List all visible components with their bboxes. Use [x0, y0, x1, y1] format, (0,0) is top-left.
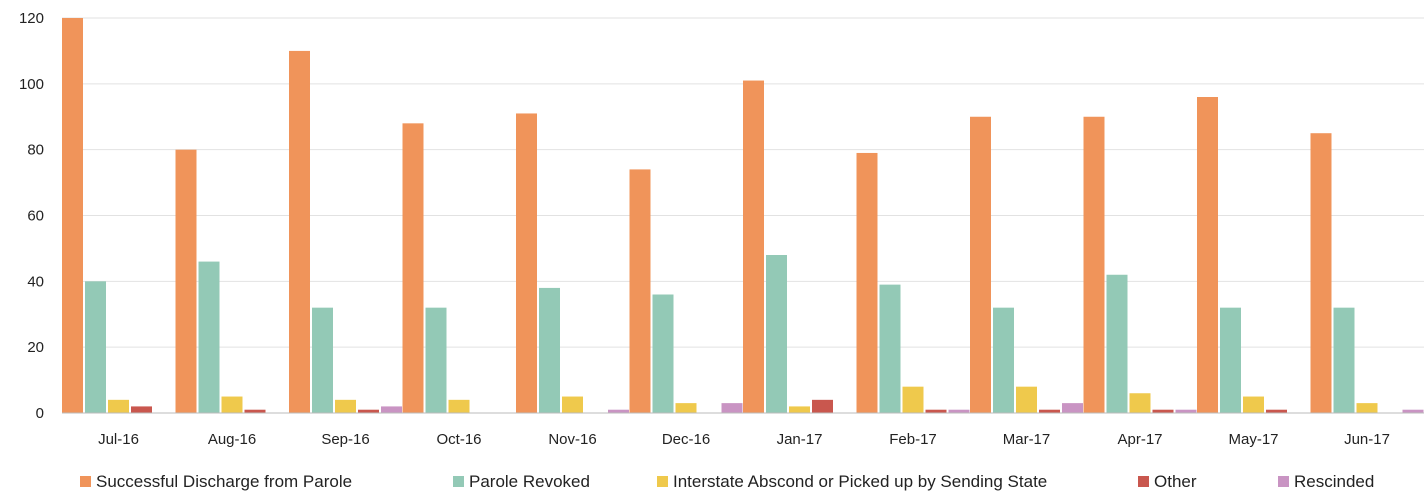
x-tick-label: Oct-16	[436, 431, 481, 448]
bar-successful-discharge-from-parole-jul-16	[62, 18, 83, 413]
bar-parole-revoked-feb-17	[879, 284, 901, 413]
bar-interstate-abscond-or-picked-up-by-sending-state-may-17	[1243, 396, 1264, 413]
x-tick-label: Dec-16	[662, 431, 710, 448]
bar-successful-discharge-from-parole-feb-17	[856, 152, 878, 414]
x-tick-label: May-17	[1228, 431, 1278, 448]
legend-swatch	[80, 476, 91, 487]
bar-successful-discharge-from-parole-dec-16	[629, 169, 651, 413]
bar-parole-revoked-mar-17	[993, 307, 1014, 413]
bar-parole-revoked-jan-17	[766, 255, 787, 413]
legend: Successful Discharge from Parole Parole R…	[80, 472, 1374, 491]
x-tick-label: Jan-17	[777, 431, 823, 448]
x-tick-label: Jul-16	[98, 431, 139, 448]
bar-successful-discharge-from-parole-jun-17	[1310, 133, 1332, 414]
bar-successful-discharge-from-parole-aug-16	[175, 149, 197, 413]
bar-other-sep-16	[358, 409, 379, 413]
bar-interstate-abscond-or-picked-up-by-sending-state-apr-17	[1129, 393, 1151, 413]
bar-rescinded-dec-16	[721, 403, 743, 413]
bar-other-feb-17	[925, 409, 947, 413]
bar-interstate-abscond-or-picked-up-by-sending-state-oct-16	[448, 399, 470, 413]
x-axis-tick-labels: Jul-16 Aug-16 Sep-16 Oct-16 Nov-16 Dec-16 Jan-…	[98, 431, 1390, 448]
bar-successful-discharge-from-parole-mar-17	[970, 116, 991, 413]
bar-successful-discharge-from-parole-apr-17	[1083, 116, 1105, 413]
bar-interstate-abscond-or-picked-up-by-sending-state-jun-17	[1356, 403, 1378, 413]
legend-swatch	[453, 476, 464, 487]
bar-parole-revoked-sep-16	[312, 307, 333, 413]
bar-other-mar-17	[1039, 409, 1060, 413]
bar-parole-revoked-aug-16	[198, 261, 220, 413]
y-tick-label: 40	[27, 273, 44, 290]
y-tick-label: 20	[27, 339, 44, 356]
bar-interstate-abscond-or-picked-up-by-sending-state-sep-16	[335, 399, 356, 413]
y-tick-label: 80	[27, 142, 44, 159]
legend-label: Rescinded	[1294, 472, 1374, 491]
legend-label: Interstate Abscond or Picked up by Sendi…	[673, 472, 1047, 491]
bar-interstate-abscond-or-picked-up-by-sending-state-mar-17	[1016, 386, 1037, 413]
bar-parole-revoked-nov-16	[539, 287, 560, 413]
y-tick-label: 60	[27, 208, 44, 225]
legend-swatch	[657, 476, 668, 487]
x-tick-label: Jun-17	[1344, 431, 1390, 448]
legend-swatch	[1278, 476, 1289, 487]
bar-rescinded-sep-16	[381, 406, 402, 413]
bar-interstate-abscond-or-picked-up-by-sending-state-dec-16	[675, 403, 697, 413]
bar-other-jan-17	[812, 399, 833, 413]
bar-parole-revoked-apr-17	[1106, 274, 1128, 413]
bar-rescinded-apr-17	[1175, 409, 1197, 413]
legend-label: Other	[1154, 472, 1197, 491]
x-tick-label: Sep-16	[321, 431, 369, 448]
bar-rescinded-feb-17	[948, 409, 970, 413]
bar-parole-revoked-dec-16	[652, 294, 674, 413]
y-tick-label: 100	[19, 76, 44, 93]
bar-other-apr-17	[1152, 409, 1174, 413]
bar-successful-discharge-from-parole-oct-16	[402, 123, 424, 413]
x-tick-label: Mar-17	[1003, 431, 1051, 448]
bar-parole-revoked-oct-16	[425, 307, 447, 413]
y-axis-tick-labels: 0 20 40 60 80 100 120	[19, 10, 44, 422]
bar-interstate-abscond-or-picked-up-by-sending-state-jan-17	[789, 406, 810, 413]
bar-parole-revoked-jun-17	[1333, 307, 1355, 413]
bar-successful-discharge-from-parole-jan-17	[743, 80, 764, 414]
legend-swatch	[1138, 476, 1149, 487]
bar-interstate-abscond-or-picked-up-by-sending-state-feb-17	[902, 386, 924, 413]
bar-other-aug-16	[244, 409, 266, 413]
x-tick-label: Nov-16	[548, 431, 596, 448]
x-tick-label: Aug-16	[208, 431, 256, 448]
bar-successful-discharge-from-parole-nov-16	[516, 113, 537, 413]
y-tick-label: 0	[36, 405, 44, 422]
bar-interstate-abscond-or-picked-up-by-sending-state-jul-16	[108, 399, 129, 413]
y-tick-label: 120	[19, 10, 44, 27]
bars	[62, 18, 1424, 414]
bar-rescinded-mar-17	[1062, 403, 1083, 413]
bar-rescinded-jun-17	[1402, 409, 1424, 413]
bar-other-may-17	[1266, 409, 1287, 413]
bar-interstate-abscond-or-picked-up-by-sending-state-nov-16	[562, 396, 583, 413]
bar-interstate-abscond-or-picked-up-by-sending-state-aug-16	[221, 396, 243, 413]
bar-parole-revoked-may-17	[1220, 307, 1241, 413]
x-tick-label: Apr-17	[1117, 431, 1162, 448]
legend-label: Successful Discharge from Parole	[96, 472, 352, 491]
x-tick-label: Feb-17	[889, 431, 937, 448]
bar-successful-discharge-from-parole-may-17	[1197, 97, 1218, 413]
bar-parole-revoked-jul-16	[85, 281, 106, 413]
bar-other-jul-16	[131, 406, 152, 413]
bar-successful-discharge-from-parole-sep-16	[289, 50, 310, 414]
bar-rescinded-nov-16	[608, 409, 629, 413]
legend-label: Parole Revoked	[469, 472, 590, 491]
